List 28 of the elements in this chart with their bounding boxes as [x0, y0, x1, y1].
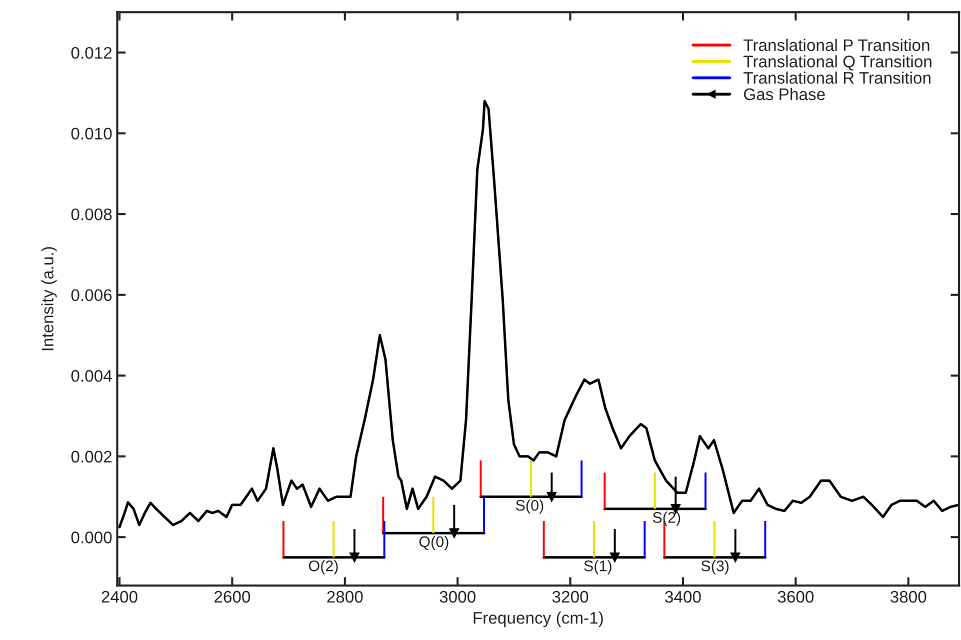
legend-label: Translational R Transition [744, 72, 930, 84]
x-tick-label: 2800 [327, 590, 363, 603]
annotation: S(3) [701, 560, 729, 574]
y-tick-label: 0.012 [71, 46, 112, 59]
x-tick-label: 3400 [665, 590, 701, 603]
x-tick-label: 2400 [102, 590, 138, 603]
line-series [118, 100, 960, 528]
x-tick-label: 2600 [214, 590, 250, 603]
y-tick-label: 0.008 [71, 208, 112, 220]
annotation: S(2) [652, 512, 680, 526]
annotation: S(0) [516, 500, 544, 514]
legend-label: Translational P Transition [744, 38, 930, 52]
x-tick-label: 3800 [890, 590, 926, 603]
legend-label: Translational Q Transition [744, 55, 932, 70]
x-tick-label: 3600 [778, 590, 814, 603]
x-tick-label: 3000 [440, 590, 476, 603]
y-tick-label: 0.000 [71, 532, 112, 544]
annotation: S(1) [584, 560, 612, 574]
legend-label: Gas Phase [744, 88, 825, 100]
annotation: O(2) [308, 560, 338, 574]
y-tick-label: 0.006 [71, 289, 112, 302]
x-axis-title: Frequency (cm-1) [474, 612, 603, 628]
x-tick-label: 3200 [552, 590, 588, 603]
y-tick-label: 0.010 [71, 128, 112, 140]
y-tick-label: 0.004 [71, 370, 112, 382]
annotation: Q(0) [419, 536, 448, 550]
y-axis-title: Intensity (a.u.) [41, 247, 57, 350]
y-tick-label: 0.002 [71, 450, 112, 463]
